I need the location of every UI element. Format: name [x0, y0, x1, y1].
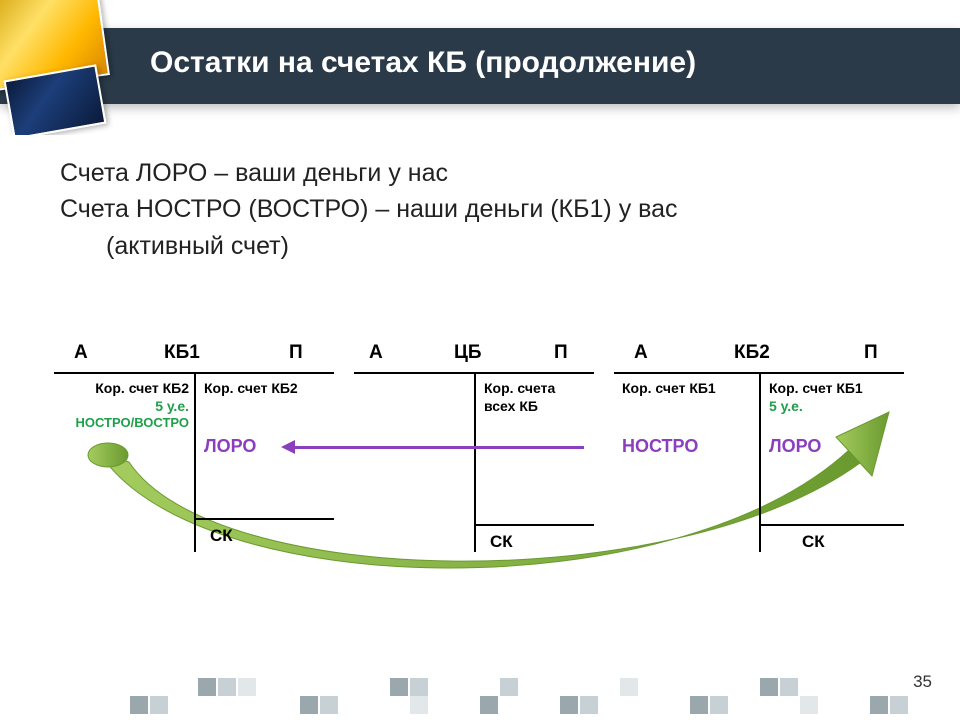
- footer-square: [710, 696, 728, 714]
- footer-square: [760, 678, 778, 696]
- footer-square: [198, 678, 216, 696]
- body-line-3: (активный счет): [106, 228, 900, 264]
- kb2-right-type: ЛОРО: [769, 436, 821, 457]
- kb2-sk: СК: [802, 532, 825, 552]
- kb2-bottom-border: [759, 524, 904, 526]
- corner-decoration: [0, 0, 115, 135]
- body-line-1: Счета ЛОРО – ваши деньги у нас: [60, 155, 900, 191]
- footer-square: [238, 678, 256, 696]
- cb-sk: СК: [490, 532, 513, 552]
- footer-square: [780, 678, 798, 696]
- kb1-right-type: ЛОРО: [204, 436, 256, 457]
- slide-title: Остатки на счетах КБ (продолжение): [150, 46, 696, 80]
- kb2-left-line1: Кор. счет КБ1: [622, 380, 752, 398]
- footer-square: [800, 696, 818, 714]
- footer-square: [130, 696, 148, 714]
- footer-decoration: [0, 660, 960, 720]
- footer-square: [690, 696, 708, 714]
- kb2-left-type: НОСТРО: [622, 436, 698, 457]
- kb2-right-amount: 5 у.е.: [769, 398, 899, 416]
- cb-bottom-border: [474, 524, 594, 526]
- footer-square: [150, 696, 168, 714]
- kb1-sk: СК: [210, 526, 233, 546]
- footer-square: [480, 696, 498, 714]
- footer-square: [320, 696, 338, 714]
- cb-header-p: П: [554, 342, 568, 364]
- purple-arrow-line: [295, 446, 584, 449]
- t-account-diagram: А КБ1 П А ЦБ П А КБ2 П Кор. счет КБ2 5 у…: [54, 342, 914, 602]
- kb2-header-a: А: [634, 342, 648, 364]
- footer-square: [410, 696, 428, 714]
- kb1-left-line1: Кор. счет КБ2: [54, 380, 189, 398]
- kb1-right-line1: Кор. счет КБ2: [204, 380, 329, 398]
- page-number: 35: [913, 672, 932, 692]
- cb-right-line1: Кор. счета: [484, 380, 594, 398]
- cb-header-title: ЦБ: [454, 342, 482, 364]
- kb1-header-p: П: [289, 342, 303, 364]
- footer-square: [890, 696, 908, 714]
- kb1-header-a: А: [74, 342, 88, 364]
- footer-square: [218, 678, 236, 696]
- kb2-right-line1: Кор. счет КБ1: [769, 380, 899, 398]
- kb1-left-label: НОСТРО/ВОСТРО: [54, 415, 189, 431]
- footer-square: [410, 678, 428, 696]
- slide-header: Остатки на счетах КБ (продолжение): [0, 28, 960, 104]
- footer-square: [620, 678, 638, 696]
- kb1-bottom-border: [194, 518, 334, 520]
- kb1-header-title: КБ1: [164, 342, 200, 364]
- footer-square: [870, 696, 888, 714]
- cb-header-a: А: [369, 342, 383, 364]
- purple-arrow-head-icon: [281, 440, 295, 454]
- cb-right-line2: всех КБ: [484, 398, 594, 416]
- footer-square: [300, 696, 318, 714]
- kb2-header-p: П: [864, 342, 878, 364]
- kb2-header-title: КБ2: [734, 342, 770, 364]
- footer-square: [580, 696, 598, 714]
- body-line-2: Счета НОСТРО (ВОСТРО) – наши деньги (КБ1…: [60, 191, 900, 227]
- footer-square: [390, 678, 408, 696]
- footer-square: [560, 696, 578, 714]
- kb1-left-amount: 5 у.е.: [54, 398, 189, 416]
- body-text: Счета ЛОРО – ваши деньги у нас Счета НОС…: [60, 155, 900, 264]
- footer-square: [500, 678, 518, 696]
- kb1-t-account: Кор. счет КБ2 5 у.е. НОСТРО/ВОСТРО Кор. …: [54, 372, 334, 552]
